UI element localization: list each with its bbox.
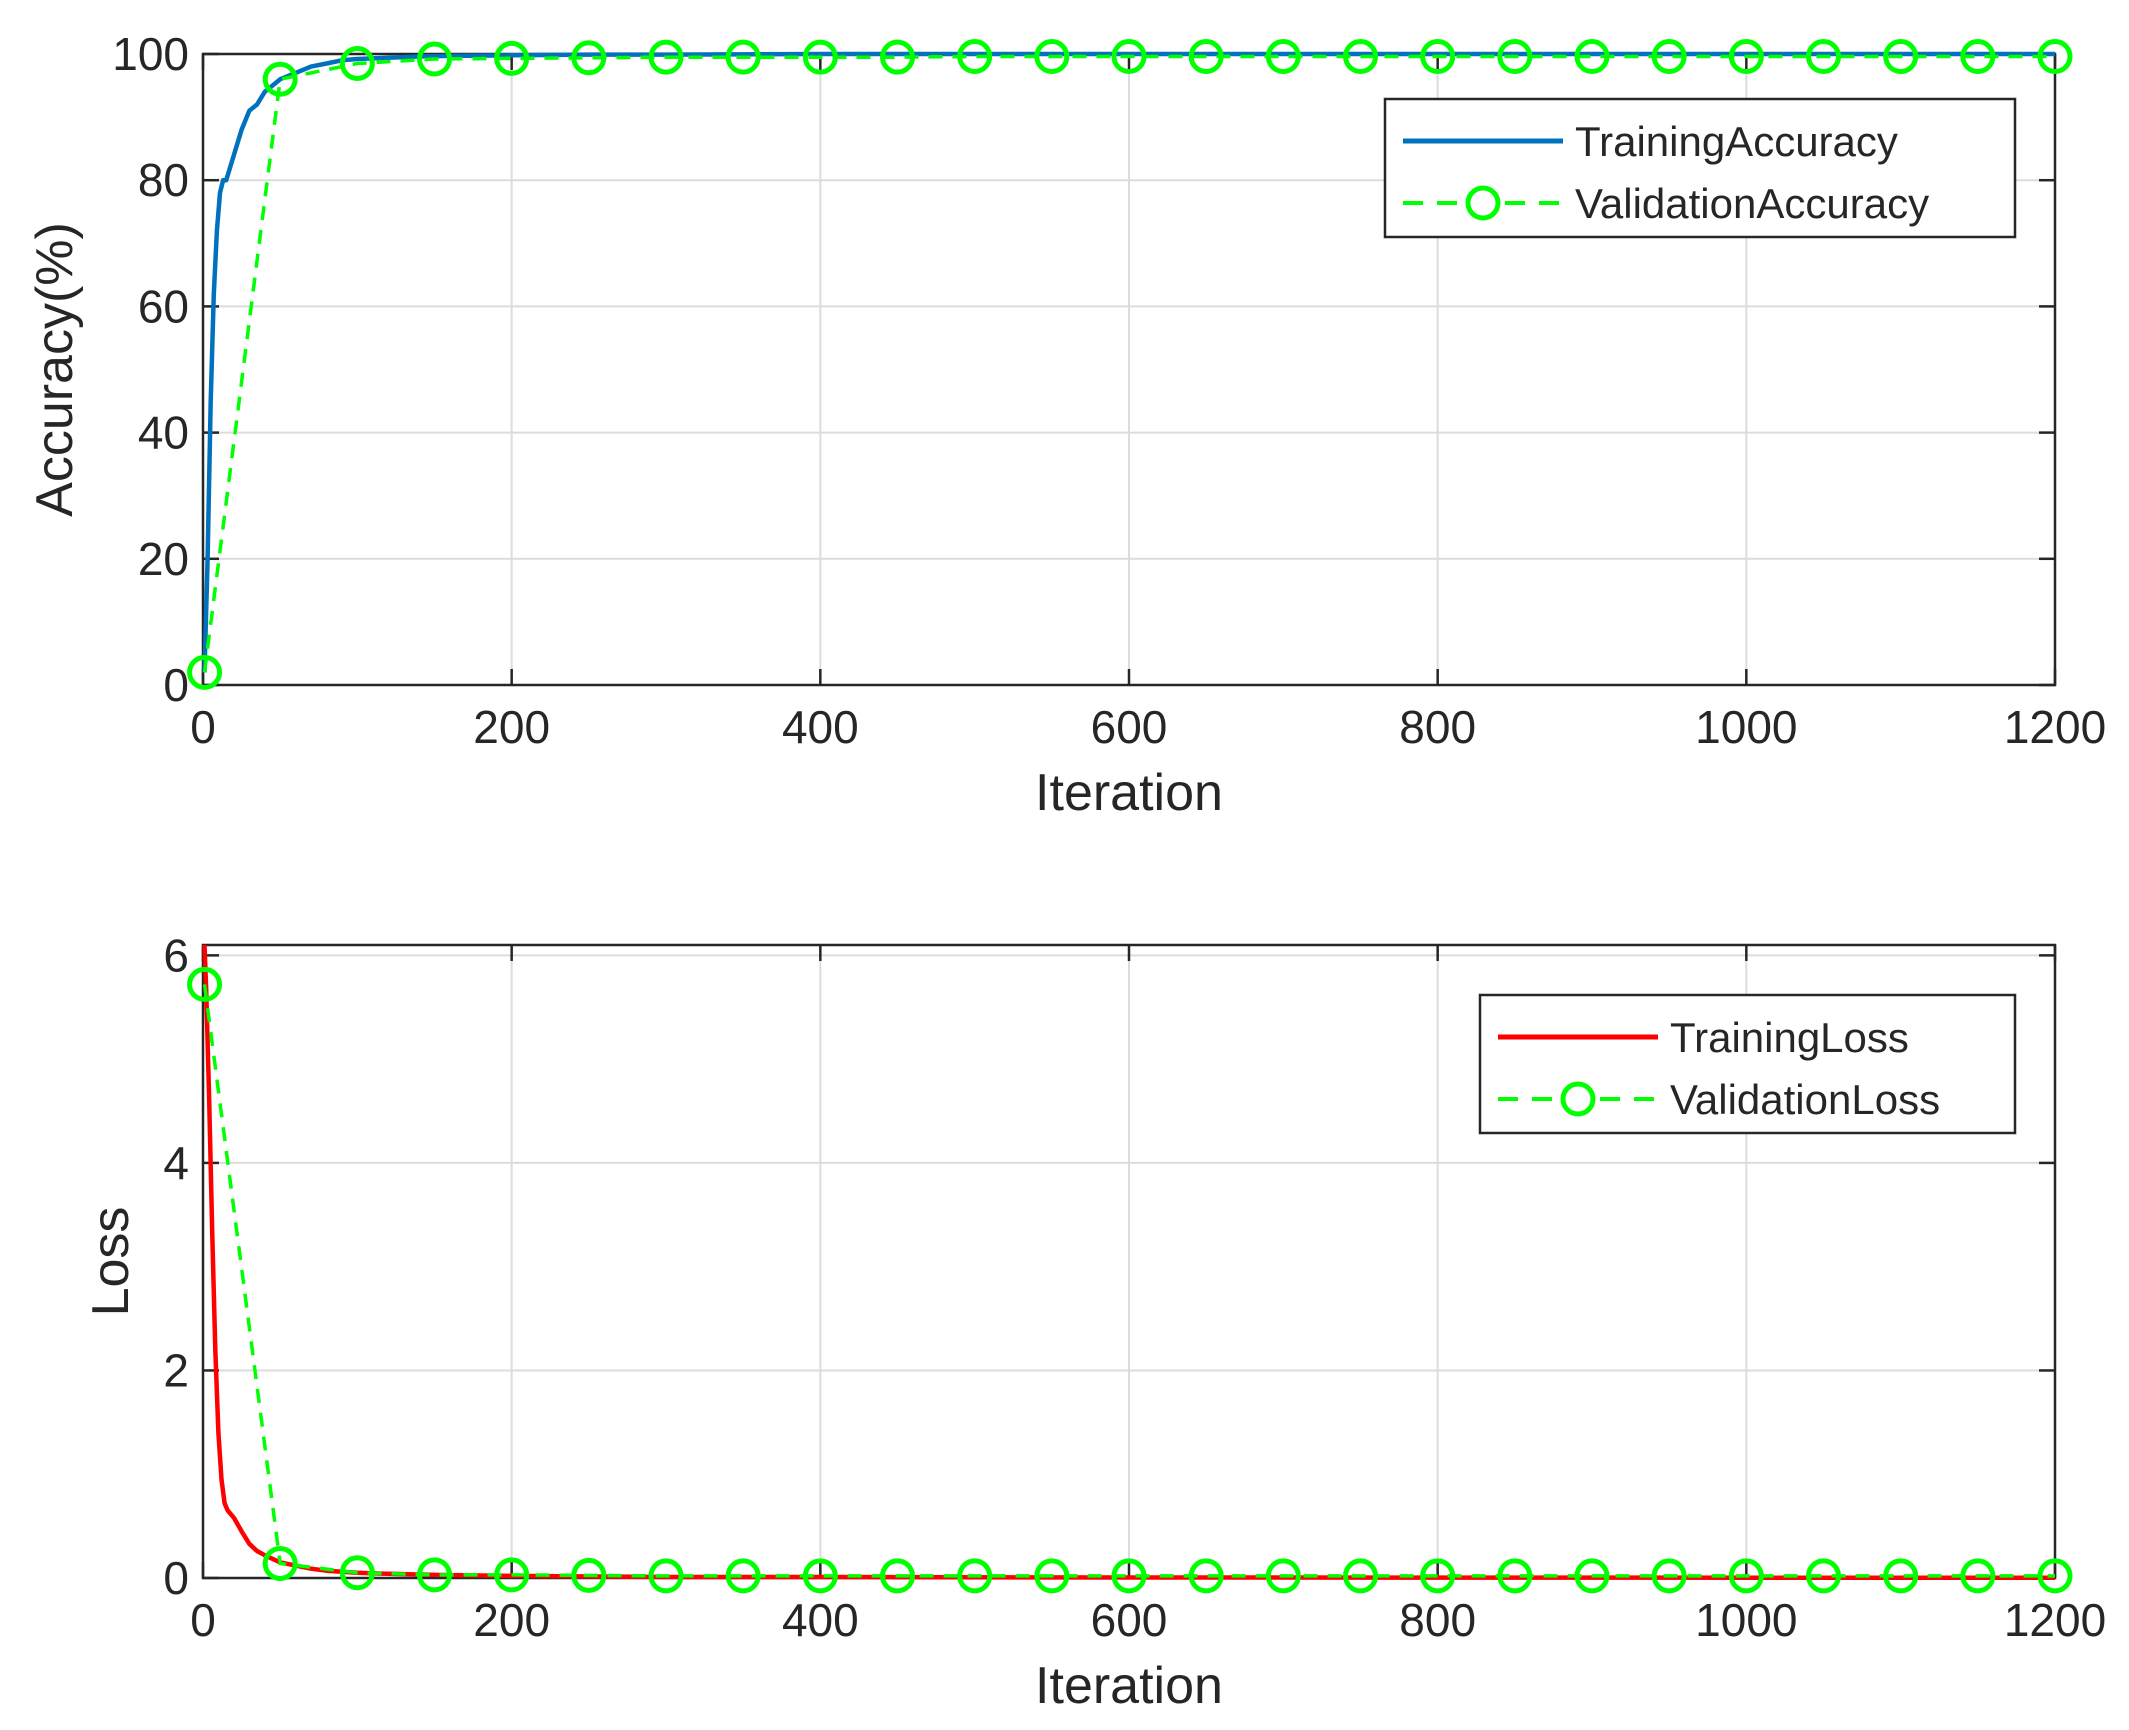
series-line-ValidationLoss — [202, 984, 2055, 1578]
data-point-ValidationAccuracy — [187, 654, 223, 690]
x-axis-label: Iteration — [1035, 1657, 1223, 1715]
legend-label: ValidationLoss — [1670, 1076, 1940, 1123]
data-point-ValidationLoss — [1960, 1558, 1996, 1594]
x-tick-label: 1200 — [2004, 1594, 2106, 1646]
accuracy-chart: 0 200 400 600 800 1000 1200 0 20 40 60 80 100 Iterati… — [26, 28, 2106, 822]
data-point-ValidationLoss — [187, 966, 223, 1002]
data-point-ValidationLoss — [1034, 1558, 1070, 1594]
x-tick-label: 1000 — [1695, 701, 1797, 753]
data-point-ValidationAccuracy — [1960, 39, 1996, 75]
y-tick-label: 20 — [138, 533, 189, 585]
legend-marker-ValidationAccuracy — [1465, 185, 1501, 221]
y-axis-label: Accuracy(%) — [26, 222, 84, 517]
data-point-ValidationLoss — [1806, 1558, 1841, 1594]
data-point-ValidationAccuracy — [494, 40, 530, 76]
data-point-ValidationAccuracy — [1188, 39, 1224, 75]
data-point-ValidationLoss — [339, 1555, 375, 1591]
series-line-TrainingAccuracy — [202, 51, 2055, 673]
data-point-ValidationLoss — [1883, 1558, 1919, 1594]
y-tick-label: 60 — [138, 280, 189, 332]
y-tick-label: 2 — [163, 1344, 189, 1396]
data-point-ValidationAccuracy — [571, 40, 607, 76]
legend-label: ValidationAccuracy — [1575, 180, 1929, 227]
data-point-ValidationLoss — [1265, 1558, 1301, 1594]
data-point-ValidationAccuracy — [1343, 39, 1378, 75]
data-point-ValidationAccuracy — [1883, 39, 1919, 75]
series-line-ValidationAccuracy — [202, 54, 2055, 673]
data-point-ValidationAccuracy — [957, 39, 993, 75]
x-tick-label: 600 — [1091, 701, 1168, 753]
y-tick-label: 100 — [112, 28, 189, 80]
y-axis-label: Loss — [82, 1207, 140, 1317]
data-point-ValidationLoss — [571, 1557, 607, 1593]
data-point-ValidationAccuracy — [1574, 39, 1610, 75]
data-point-ValidationLoss — [648, 1558, 684, 1594]
x-tick-label: 400 — [782, 701, 859, 753]
data-point-ValidationAccuracy — [1420, 39, 1456, 75]
y-tick-label: 4 — [163, 1137, 189, 1189]
data-point-ValidationAccuracy — [417, 41, 452, 77]
data-point-ValidationAccuracy — [648, 39, 684, 75]
legend-label: TrainingAccuracy — [1575, 118, 1898, 165]
y-tick-label: 0 — [163, 659, 189, 711]
x-tick-label: 1000 — [1695, 1594, 1797, 1646]
data-point-ValidationAccuracy — [2037, 39, 2073, 75]
loss-chart: 0 200 400 600 800 1000 1200 0 2 4 6 Iteration Loss Tr… — [82, 929, 2106, 1715]
x-tick-label: 200 — [473, 1594, 550, 1646]
data-point-ValidationLoss — [1497, 1558, 1533, 1594]
y-tick-label: 40 — [138, 407, 189, 459]
x-tick-label: 0 — [190, 1594, 216, 1646]
x-tick-label: 400 — [782, 1594, 859, 1646]
y-tick-label: 0 — [163, 1552, 189, 1604]
x-tick-label: 600 — [1091, 1594, 1168, 1646]
x-tick-label: 1200 — [2004, 701, 2106, 753]
data-point-ValidationLoss — [1574, 1558, 1610, 1594]
data-point-ValidationAccuracy — [262, 61, 298, 97]
data-point-ValidationLoss — [880, 1558, 915, 1594]
x-tick-label: 800 — [1399, 1594, 1476, 1646]
data-point-ValidationAccuracy — [1497, 39, 1533, 75]
data-point-ValidationAccuracy — [1806, 39, 1841, 75]
y-tick-label: 80 — [138, 154, 189, 206]
data-point-ValidationLoss — [262, 1545, 298, 1581]
data-point-ValidationAccuracy — [339, 45, 375, 81]
data-point-ValidationAccuracy — [1651, 39, 1687, 75]
data-point-ValidationLoss — [494, 1557, 530, 1593]
data-point-ValidationLoss — [1343, 1558, 1378, 1594]
data-point-ValidationLoss — [725, 1558, 761, 1594]
data-point-ValidationAccuracy — [1034, 39, 1070, 75]
x-axis-label: Iteration — [1035, 764, 1223, 822]
data-point-ValidationAccuracy — [802, 39, 838, 75]
data-point-ValidationLoss — [1651, 1558, 1687, 1594]
data-point-ValidationAccuracy — [1265, 39, 1301, 75]
data-point-ValidationLoss — [1728, 1558, 1764, 1594]
data-point-ValidationAccuracy — [725, 39, 761, 75]
data-point-ValidationLoss — [1420, 1558, 1456, 1594]
data-point-ValidationLoss — [2037, 1558, 2073, 1594]
x-tick-label: 200 — [473, 701, 550, 753]
data-point-ValidationLoss — [802, 1558, 838, 1594]
legend-marker-ValidationLoss — [1560, 1081, 1596, 1117]
legend-label: TrainingLoss — [1670, 1014, 1909, 1061]
data-point-ValidationLoss — [957, 1558, 993, 1594]
data-point-ValidationLoss — [417, 1557, 452, 1593]
x-tick-label: 800 — [1399, 701, 1476, 753]
series-line-TrainingLoss — [202, 944, 2055, 1580]
data-point-ValidationAccuracy — [1728, 39, 1764, 75]
x-tick-label: 0 — [190, 701, 216, 753]
data-point-ValidationAccuracy — [880, 39, 915, 75]
y-tick-label: 6 — [163, 929, 189, 981]
data-point-ValidationLoss — [1111, 1558, 1147, 1594]
data-point-ValidationLoss — [1188, 1558, 1224, 1594]
data-point-ValidationAccuracy — [1111, 39, 1147, 75]
